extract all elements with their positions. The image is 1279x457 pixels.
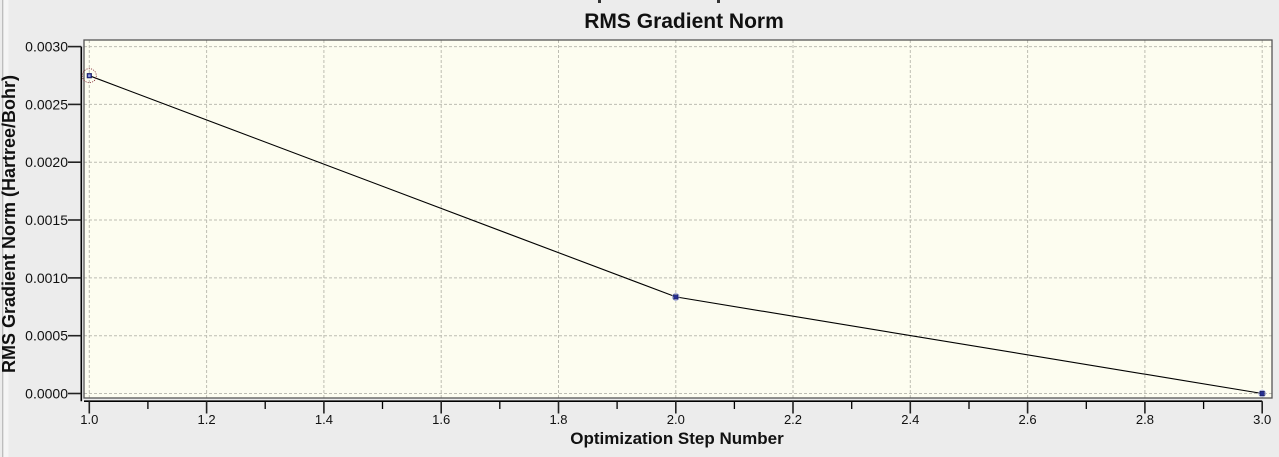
svg-text:1.2: 1.2: [198, 412, 216, 427]
svg-text:0.0000: 0.0000: [25, 385, 68, 401]
svg-text:0.0030: 0.0030: [25, 39, 68, 55]
svg-text:2.8: 2.8: [1136, 412, 1154, 427]
svg-text:2.0: 2.0: [667, 412, 685, 427]
svg-text:1.6: 1.6: [432, 412, 450, 427]
svg-text:RMS Gradient Norm (Hartree/Boh: RMS Gradient Norm (Hartree/Bohr): [0, 75, 19, 373]
svg-text:0.0005: 0.0005: [25, 328, 68, 344]
svg-text:1.8: 1.8: [549, 412, 567, 427]
svg-text:1.0: 1.0: [80, 412, 98, 427]
svg-text:2.4: 2.4: [901, 412, 919, 427]
svg-text:0.0020: 0.0020: [25, 154, 68, 170]
svg-text:2.6: 2.6: [1019, 412, 1037, 427]
svg-text:0.0015: 0.0015: [25, 212, 68, 228]
svg-text:0.0025: 0.0025: [25, 96, 68, 112]
svg-text:1.4: 1.4: [315, 412, 333, 427]
svg-text:RMS Gradient Norm: RMS Gradient Norm: [584, 10, 784, 33]
svg-text:3.0: 3.0: [1253, 412, 1271, 427]
svg-text:2.2: 2.2: [784, 412, 802, 427]
svg-text:0.0010: 0.0010: [25, 270, 68, 286]
svg-text:Optimization Step Number: Optimization Step Number: [570, 429, 784, 448]
